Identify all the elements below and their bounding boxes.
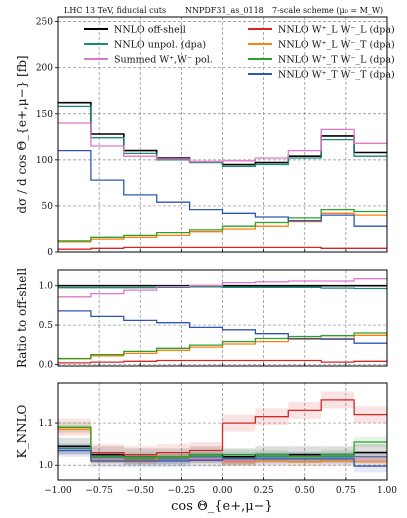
legend-label: NNLO W⁺_L W⁻_L (dpa)	[278, 25, 395, 36]
y-tick-label: 0.5	[39, 321, 54, 331]
legend-label: NNLO unpol. (dpa)	[114, 40, 206, 51]
series-line	[58, 246, 387, 250]
legend-label: NNLO W⁺_L W⁻_T (dpa)	[278, 40, 395, 51]
series-line	[58, 286, 387, 290]
y-tick-label: 150	[36, 110, 53, 120]
y-tick-label: 200	[36, 64, 53, 74]
y-tick-label: 250	[36, 18, 53, 28]
series-line	[58, 149, 387, 227]
x-tick-label: 0.00	[212, 486, 232, 496]
y-tick-label: 1.0	[39, 282, 54, 292]
x-tick-label: −0.75	[85, 486, 113, 496]
x-axis-label: cos Θ_{e+,μ−}	[171, 499, 273, 514]
panel-distribution: 0 50 100 150 200 250 dσ / d cos Θ_{e+,μ−} [fb]	[15, 16, 388, 258]
y-tick-label: 50	[42, 202, 54, 212]
legend-label: Summed W⁺,W⁻ pol.	[114, 55, 213, 66]
y-tick-label: 1.0	[39, 461, 54, 471]
series-line	[58, 426, 387, 459]
y-axis-label: dσ / d cos Θ_{e+,μ−} [fb]	[15, 55, 29, 213]
series-line	[58, 332, 387, 360]
y-tick-label: 0.0	[39, 360, 54, 370]
legend-label: NNLO off-shell	[114, 25, 186, 36]
x-tick-label: −1.00	[44, 486, 72, 496]
x-tick-labels: −1.00 −0.75 −0.50 −0.25 0.00 0.25 0.50 0.75 1.00	[44, 486, 397, 496]
legend-label: NNLO W⁺_T W⁻_L (dpa)	[278, 55, 395, 66]
y-axis-label: K_NNLO	[15, 404, 29, 458]
series-line	[58, 359, 387, 364]
legend-label: NNLO W⁺_T W⁻_T (dpa)	[278, 70, 395, 81]
series-line	[58, 122, 387, 163]
y-tick-label: 1.1	[39, 419, 53, 429]
panel-ratio: 0.0 0.5 1.0 Ratio to off-shell	[15, 268, 388, 370]
series-line	[58, 449, 387, 467]
header-middle: NNPDF31_as_0118	[185, 6, 264, 15]
x-tick-label: 0.25	[254, 486, 274, 496]
series-line	[58, 399, 387, 456]
header-left: LHC 13 TeV, fiducial cuts	[64, 6, 166, 15]
x-tick-label: 1.00	[377, 486, 397, 496]
y-tick-label: 100	[36, 156, 53, 166]
y-tick-label: 0	[47, 248, 53, 258]
x-tick-label: 0.75	[336, 486, 356, 496]
x-tick-label: 0.50	[295, 486, 315, 496]
y-axis-label: Ratio to off-shell	[15, 268, 29, 368]
panel-k-factor: 1.0 1.1 K_NNLO	[15, 382, 388, 481]
series-line	[58, 310, 387, 344]
x-tick-label: −0.50	[126, 486, 154, 496]
series-line	[58, 278, 387, 298]
x-tick-label: −0.25	[168, 486, 196, 496]
header-right: 7-scale scheme (μ₀ = M_W)	[272, 6, 383, 15]
legend: NNLO off-shell NNLO unpol. (dpa) Summed W⁺…	[84, 25, 395, 81]
series-line	[58, 208, 387, 242]
